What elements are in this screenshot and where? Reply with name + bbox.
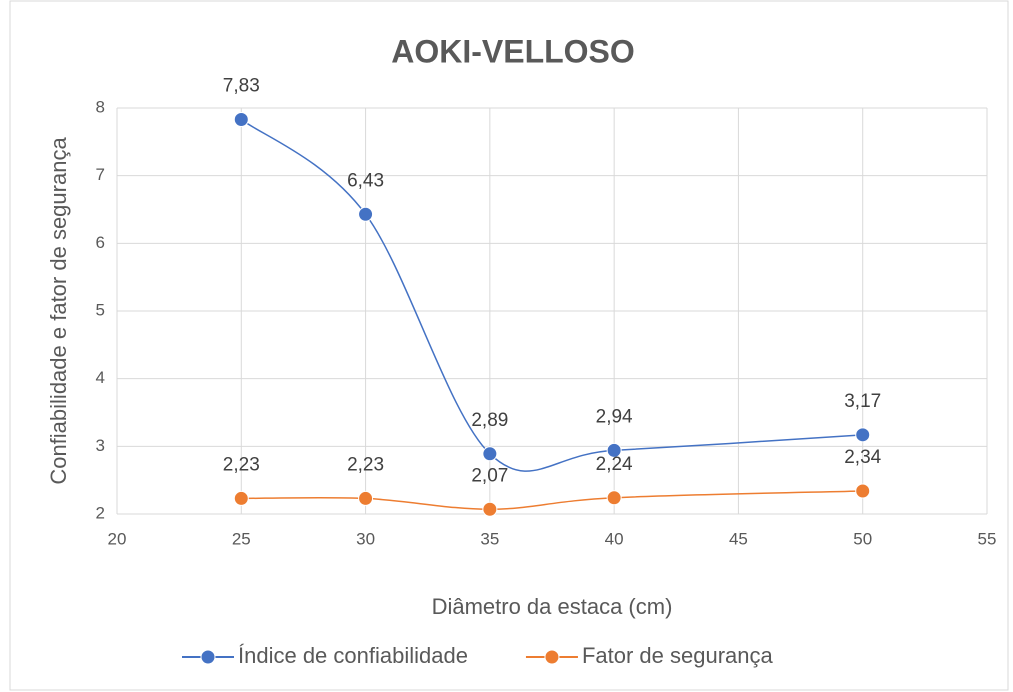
legend-label: Fator de segurança	[582, 643, 774, 668]
x-tick-label: 30	[356, 529, 375, 548]
data-label: 2,23	[347, 454, 384, 475]
data-label: 6,43	[347, 170, 384, 191]
data-label: 3,17	[844, 391, 881, 412]
y-tick-label: 6	[96, 233, 105, 252]
data-point	[482, 501, 498, 517]
y-tick-label: 7	[96, 165, 105, 184]
data-point	[606, 490, 622, 506]
data-label: 7,83	[223, 76, 260, 97]
x-tick-label: 40	[605, 529, 624, 548]
series-line	[241, 490, 863, 511]
x-tick-label: 35	[480, 529, 499, 548]
data-label: 2,34	[844, 447, 881, 468]
legend: Índice de confiabilidade Fator de seguran…	[182, 643, 773, 668]
x-tick-label: 55	[978, 529, 997, 548]
data-label: 2,94	[596, 406, 633, 427]
legend-marker	[544, 649, 560, 665]
y-tick-label: 2	[96, 503, 105, 522]
data-point	[358, 206, 374, 222]
y-axis-title: Confiabilidade e fator de segurança	[46, 137, 71, 485]
data-point	[855, 427, 871, 443]
data-point	[358, 490, 374, 506]
data-label: 2,89	[471, 410, 508, 431]
chart-title: AOKI-VELLOSO	[391, 33, 635, 69]
y-tick-label: 5	[96, 300, 105, 319]
x-tick-label: 45	[729, 529, 748, 548]
data-label: 2,23	[223, 454, 260, 475]
data-label: 2,07	[471, 465, 508, 486]
chart-border	[9, 0, 1009, 691]
x-tick-label: 50	[853, 529, 872, 548]
data-point	[233, 112, 249, 128]
data-point	[233, 490, 249, 506]
data-point	[606, 442, 622, 458]
y-tick-label: 8	[96, 97, 105, 116]
x-tick-label: 25	[232, 529, 251, 548]
x-axis-title: Diâmetro da estaca (cm)	[432, 594, 673, 619]
y-tick-label: 3	[96, 436, 105, 455]
data-label: 2,24	[596, 454, 633, 475]
data-point	[855, 483, 871, 499]
legend-marker	[200, 649, 216, 665]
x-tick-label: 20	[108, 529, 127, 548]
legend-label: Índice de confiabilidade	[238, 643, 468, 668]
y-tick-label: 4	[96, 368, 105, 387]
data-point	[482, 446, 498, 462]
